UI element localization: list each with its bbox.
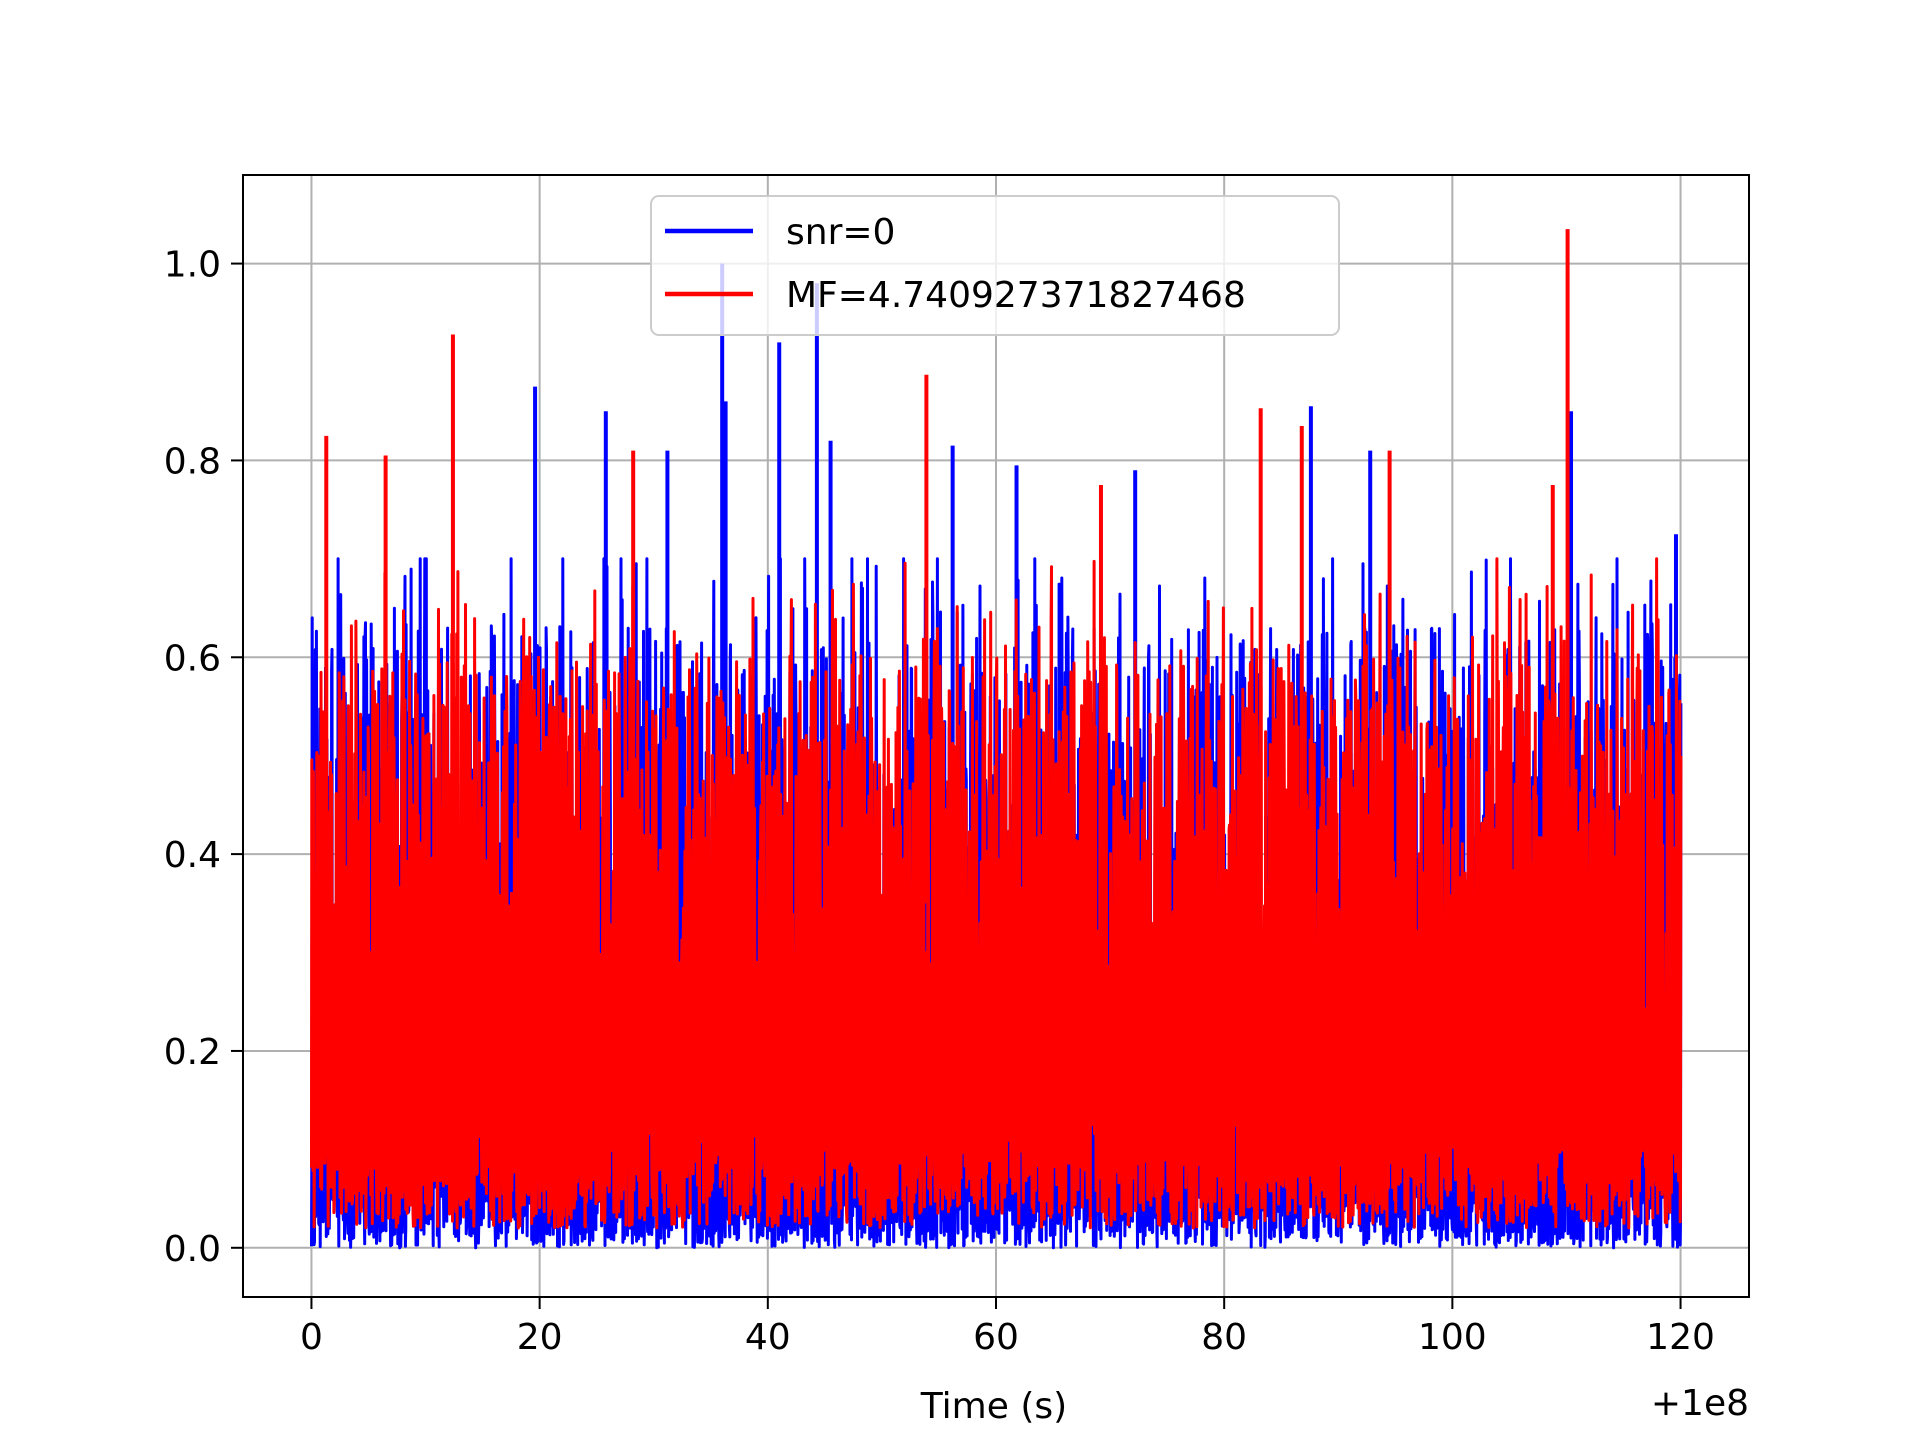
series-trace: [310, 557, 1683, 1230]
y-tick-label: 0.2: [164, 1032, 221, 1073]
y-tick-label: 0.6: [164, 638, 221, 679]
x-axis: 0 20 40 60 80 100 120: [300, 1297, 1715, 1358]
x-tick-label: 20: [517, 1317, 563, 1358]
y-tick-label: 1.0: [164, 245, 221, 286]
y-tick-label: 0.8: [164, 441, 221, 482]
x-tick-label: 80: [1201, 1317, 1247, 1358]
legend-label-mf: MF=4.740927371827468: [786, 275, 1246, 316]
x-tick-label: 120: [1646, 1317, 1715, 1358]
x-tick-label: 100: [1418, 1317, 1487, 1358]
x-tick-label: 40: [745, 1317, 791, 1358]
x-tick-label: 0: [300, 1317, 323, 1358]
x-axis-label: Time (s): [920, 1386, 1067, 1427]
y-axis: 0.0 0.2 0.4 0.6 0.8 1.0: [164, 245, 243, 1270]
x-offset-label: +1e8: [1651, 1383, 1749, 1424]
plot-area: [310, 229, 1683, 1250]
legend-label-snr: snr=0: [786, 212, 895, 253]
y-tick-label: 0.4: [164, 835, 221, 876]
legend-box: [650, 195, 1340, 336]
legend: snr=0 MF=4.740927371827468: [650, 195, 1340, 336]
y-tick-label: 0.0: [164, 1229, 221, 1270]
series-mf: [310, 229, 1683, 1230]
x-tick-label: 60: [973, 1317, 1019, 1358]
